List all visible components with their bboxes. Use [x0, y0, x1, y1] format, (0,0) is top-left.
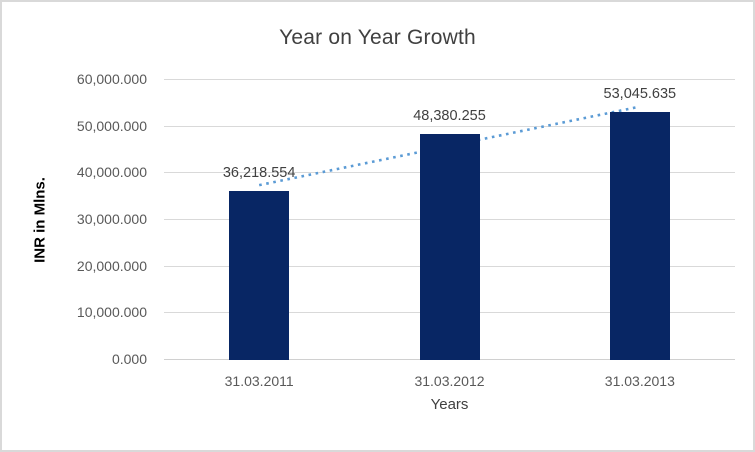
y-tick-label: 10,000.000 — [76, 304, 147, 321]
bar-data-label: 53,045.635 — [603, 86, 677, 103]
x-tick-label: 31.03.2013 — [604, 373, 675, 389]
chart-title: Year on Year Growth — [279, 26, 476, 49]
y-tick-label: 0.000 — [111, 351, 147, 367]
bar — [609, 112, 670, 360]
x-tick-label: 31.03.2011 — [224, 373, 294, 389]
y-tick-label: 60,000.000 — [76, 71, 147, 87]
bar — [229, 190, 290, 360]
y-tick-label: 30,000.000 — [76, 211, 147, 227]
bar-data-label: 36,218.554 — [222, 164, 296, 181]
bar-data-label: 48,380.255 — [413, 108, 486, 125]
bar — [419, 134, 480, 360]
y-tick-label: 20,000.000 — [76, 257, 147, 274]
x-axis-title: Years — [430, 396, 469, 413]
gridline — [164, 79, 735, 80]
x-tick-label: 31.03.2012 — [414, 373, 485, 389]
y-tick-label: 50,000.000 — [76, 117, 147, 134]
y-tick-label: 40,000.000 — [76, 164, 147, 181]
